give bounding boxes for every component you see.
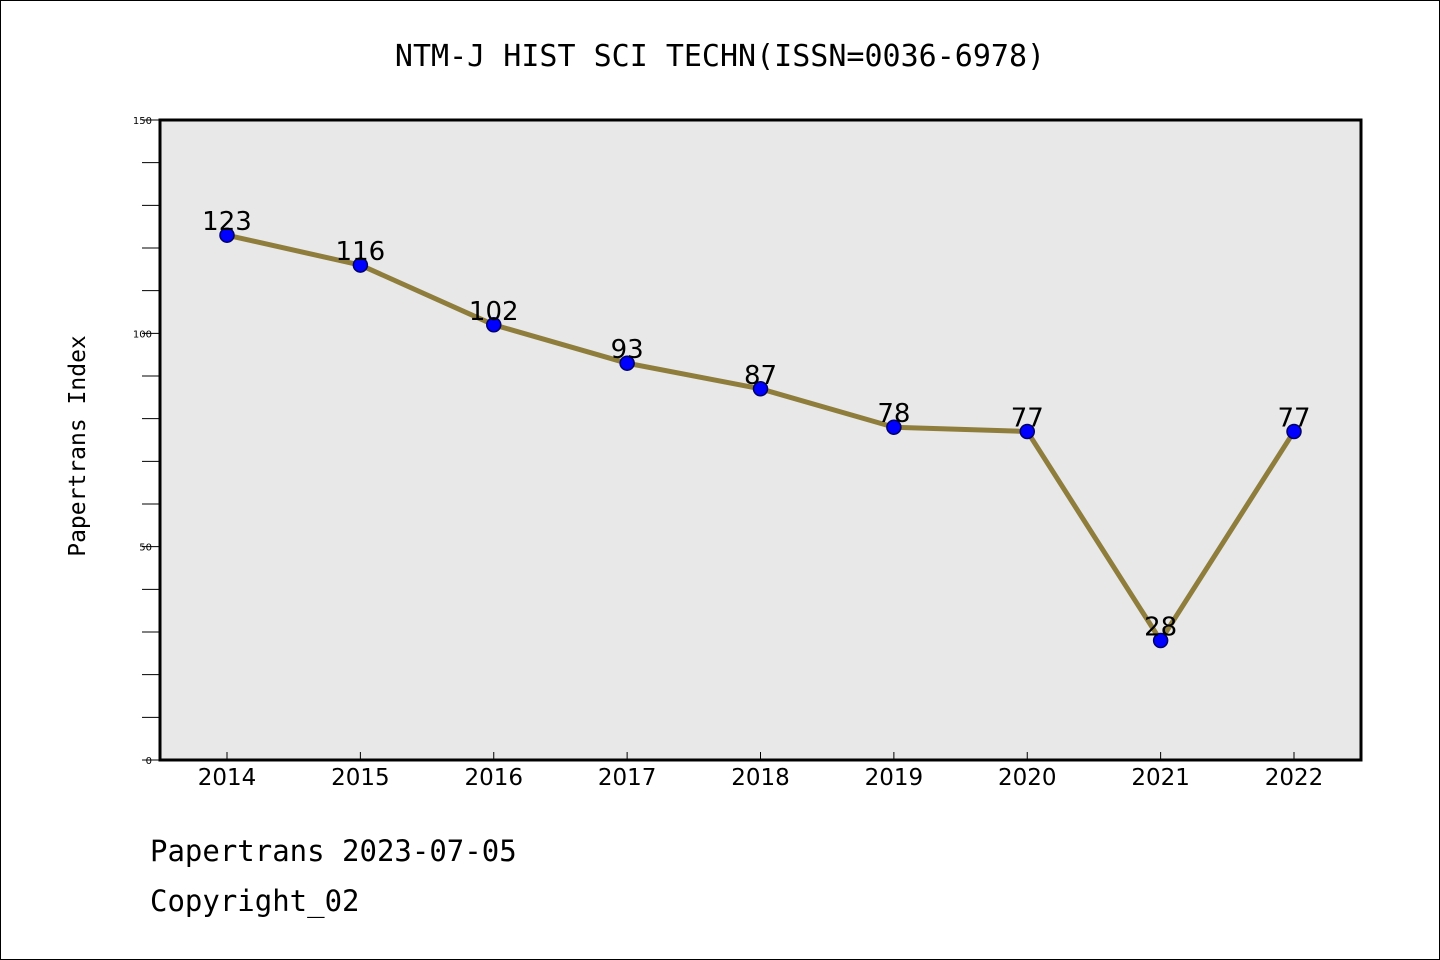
data-point: [486, 317, 502, 333]
x-tick-label: 2016: [464, 765, 523, 791]
y-axis-label: Papertrans Index: [65, 335, 91, 557]
x-tick-label: 2018: [731, 765, 790, 791]
data-point: [752, 381, 769, 397]
y-tick-label: 100: [133, 329, 152, 340]
x-tick-label: 2019: [865, 765, 924, 791]
y-tick-label: 0: [146, 756, 152, 767]
data-point: [1286, 423, 1302, 440]
y-axis: 0 50 100 150: [133, 116, 160, 767]
x-tick-label: 2017: [598, 765, 657, 791]
data-label: 77: [1011, 403, 1044, 433]
series-markers: [219, 227, 1302, 649]
y-tick-label: 150: [133, 116, 152, 127]
footer-copyright: Copyright_02: [150, 884, 360, 918]
x-tick-label: 2022: [1265, 765, 1324, 791]
plot-area: [158, 118, 1363, 762]
data-label: 93: [611, 335, 644, 365]
x-axis: 2014 2015 2016 2017 2018 2019 2020 2021 2022: [198, 752, 1324, 791]
x-tick-label: 2014: [198, 765, 257, 791]
data-point: [219, 227, 235, 243]
y-tick-label: 50: [139, 543, 152, 554]
x-tick-label: 2020: [998, 765, 1057, 791]
chart-title: NTM-J HIST SCI TECHN(ISSN=0036-6978): [395, 39, 1045, 74]
data-label: 87: [744, 361, 777, 391]
data-point: [619, 355, 635, 371]
data-label: 123: [202, 207, 252, 237]
data-point: [886, 419, 902, 435]
data-label: 78: [877, 399, 910, 429]
data-point: [1152, 632, 1169, 649]
data-point: [1019, 423, 1035, 440]
data-labels: 123 116 102 93 87 78 77 28 77: [202, 207, 1310, 642]
data-label: 102: [469, 297, 519, 327]
footer-date: Papertrans 2023-07-05: [150, 834, 517, 868]
data-label: 28: [1144, 613, 1177, 643]
data-point: [352, 257, 369, 273]
x-tick-label: 2015: [331, 765, 390, 791]
data-label: 116: [336, 237, 386, 267]
data-label: 77: [1277, 403, 1310, 433]
x-tick-label: 2021: [1131, 765, 1190, 791]
